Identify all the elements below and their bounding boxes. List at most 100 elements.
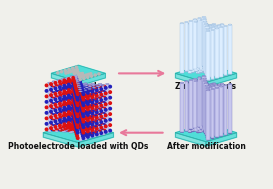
Circle shape [78, 91, 81, 94]
Circle shape [88, 127, 91, 130]
Circle shape [59, 99, 62, 101]
Bar [52, 81, 56, 131]
Circle shape [105, 125, 107, 128]
Circle shape [94, 93, 97, 96]
Circle shape [75, 91, 78, 93]
Circle shape [76, 71, 78, 74]
Ellipse shape [224, 75, 227, 76]
Circle shape [81, 119, 83, 121]
Circle shape [58, 84, 61, 87]
Circle shape [82, 137, 85, 139]
Circle shape [67, 122, 69, 124]
Circle shape [79, 94, 82, 96]
Circle shape [74, 118, 77, 120]
Circle shape [90, 133, 92, 136]
Circle shape [94, 110, 97, 112]
Circle shape [81, 88, 83, 91]
Circle shape [76, 107, 78, 110]
Bar [206, 90, 210, 140]
Circle shape [66, 82, 68, 84]
Bar [196, 24, 200, 73]
Circle shape [82, 90, 84, 92]
Ellipse shape [76, 83, 80, 84]
Ellipse shape [198, 132, 201, 133]
Ellipse shape [197, 20, 201, 22]
Circle shape [96, 96, 99, 99]
Circle shape [85, 102, 88, 105]
Circle shape [74, 101, 77, 104]
Circle shape [93, 89, 95, 91]
Circle shape [82, 98, 84, 100]
Circle shape [92, 110, 94, 112]
Circle shape [87, 97, 89, 99]
Bar [67, 82, 70, 131]
Circle shape [75, 84, 78, 87]
Circle shape [50, 83, 52, 85]
Circle shape [106, 86, 108, 88]
Ellipse shape [209, 24, 213, 26]
Circle shape [77, 101, 79, 104]
Circle shape [75, 103, 77, 106]
Circle shape [86, 110, 88, 112]
Circle shape [72, 94, 75, 96]
Circle shape [89, 132, 91, 134]
Circle shape [84, 96, 85, 98]
Circle shape [79, 73, 81, 75]
Circle shape [81, 116, 84, 119]
Circle shape [68, 125, 71, 128]
Circle shape [93, 119, 95, 122]
Bar [87, 85, 90, 134]
Circle shape [67, 94, 70, 97]
Circle shape [73, 129, 75, 131]
Circle shape [90, 97, 93, 100]
Circle shape [63, 123, 66, 125]
Bar [180, 23, 184, 73]
Circle shape [77, 130, 79, 133]
Circle shape [69, 80, 72, 82]
Circle shape [74, 112, 77, 115]
Circle shape [72, 89, 74, 91]
Circle shape [84, 97, 86, 99]
Bar [80, 87, 84, 136]
Circle shape [76, 119, 78, 122]
Circle shape [83, 115, 85, 117]
Circle shape [59, 110, 62, 112]
Circle shape [73, 95, 75, 97]
Circle shape [79, 86, 82, 88]
Circle shape [88, 111, 91, 113]
Circle shape [59, 102, 61, 105]
Circle shape [85, 110, 88, 112]
Bar [209, 87, 212, 136]
Circle shape [89, 88, 91, 90]
Circle shape [74, 112, 77, 115]
Ellipse shape [191, 22, 195, 23]
Circle shape [78, 112, 81, 114]
Circle shape [77, 89, 80, 91]
Circle shape [75, 117, 78, 119]
Circle shape [74, 129, 77, 131]
Circle shape [69, 85, 72, 88]
Circle shape [84, 102, 85, 104]
Circle shape [86, 111, 88, 113]
Circle shape [92, 104, 94, 106]
Bar [206, 85, 210, 135]
Circle shape [60, 123, 62, 125]
Circle shape [78, 79, 81, 81]
Ellipse shape [203, 78, 206, 79]
Circle shape [72, 94, 74, 97]
Circle shape [79, 121, 82, 124]
Circle shape [90, 111, 92, 114]
Circle shape [79, 110, 82, 113]
Ellipse shape [202, 130, 206, 131]
Circle shape [64, 124, 67, 127]
Circle shape [75, 95, 78, 98]
Circle shape [78, 115, 80, 116]
Circle shape [72, 110, 75, 112]
Bar [206, 26, 210, 75]
Circle shape [86, 107, 89, 110]
Circle shape [78, 110, 80, 112]
Circle shape [77, 100, 80, 102]
Circle shape [78, 110, 80, 113]
Circle shape [76, 96, 78, 99]
Circle shape [91, 129, 94, 131]
